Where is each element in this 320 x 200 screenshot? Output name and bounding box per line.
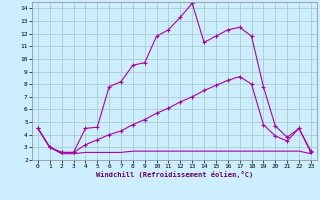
X-axis label: Windchill (Refroidissement éolien,°C): Windchill (Refroidissement éolien,°C) (96, 171, 253, 178)
